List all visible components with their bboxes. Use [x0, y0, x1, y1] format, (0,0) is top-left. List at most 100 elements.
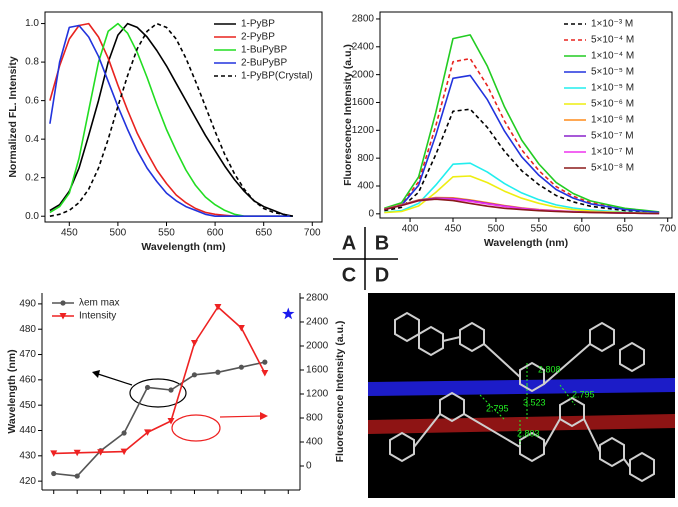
y-tick-label: 2400 — [352, 41, 375, 52]
y-axis-label: Normalized FL. Intensity — [7, 56, 19, 178]
legend-label: 1-BuPyBP — [241, 45, 287, 56]
y-tick-label: 0.4 — [25, 134, 39, 145]
point — [75, 473, 80, 478]
y-tick-label: 450 — [19, 400, 36, 411]
y2-tick-label: 800 — [306, 413, 323, 424]
legend-label: 2-BuPyBP — [241, 58, 287, 69]
point — [282, 308, 294, 320]
y-axis-label: Wavelength (nm) — [6, 349, 18, 433]
legend-label: 5×10⁻⁵ M — [591, 67, 634, 78]
legend-label: 1×10⁻⁵ M — [591, 83, 634, 94]
legend-label: 1×10⁻⁶ M — [591, 115, 634, 126]
legend-label: 1×10⁻⁴ M — [591, 51, 634, 62]
distance-label: 2.803 — [517, 428, 540, 438]
legend-label: 2-PyBP — [241, 32, 275, 43]
x-tick-label: 500 — [488, 224, 505, 235]
y2-tick-label: 1200 — [306, 389, 329, 400]
arrow-head — [92, 370, 100, 378]
y-tick-label: 490 — [19, 299, 36, 310]
y-tick-label: 0.2 — [25, 172, 39, 183]
arrow-head — [260, 412, 268, 420]
panel-label: C — [342, 264, 356, 286]
legend-label: 5×10⁻⁴ M — [591, 35, 634, 46]
y-tick-label: 440 — [19, 425, 36, 436]
x-tick-label: 650 — [616, 224, 633, 235]
point — [238, 325, 245, 332]
legend-label: 1×10⁻⁷ M — [591, 147, 634, 158]
point — [239, 365, 244, 370]
y-tick-label: 2000 — [352, 69, 375, 80]
point — [262, 360, 267, 365]
x-tick-label: 600 — [207, 228, 224, 239]
x-axis-label: Wavelength (nm) — [484, 237, 568, 249]
distance-label: 2.795 — [486, 403, 509, 413]
series-line — [54, 307, 265, 453]
legend-label: 5×10⁻⁶ M — [591, 99, 634, 110]
point — [51, 471, 56, 476]
y-tick-label: 0.0 — [25, 211, 39, 222]
point — [191, 340, 198, 347]
point — [215, 370, 220, 375]
series-line — [384, 75, 659, 212]
x-tick-label: 650 — [255, 228, 272, 239]
x-tick-label: 450 — [61, 228, 78, 239]
y2-tick-label: 2400 — [306, 317, 329, 328]
annotation-arrow — [98, 374, 132, 385]
y2-tick-label: 1600 — [306, 365, 329, 376]
distance-label: 2.808 — [538, 364, 561, 374]
x-tick-label: 600 — [573, 224, 590, 235]
x-axis-label: Wavelength (nm) — [141, 241, 225, 253]
y-tick-label: 400 — [357, 181, 374, 192]
distance-label: 2.795 — [572, 389, 595, 399]
y-tick-label: 1.0 — [25, 18, 39, 29]
y-tick-label: 800 — [357, 153, 374, 164]
y-tick-label: 1600 — [352, 97, 375, 108]
legend-label: 5×10⁻⁷ M — [591, 131, 634, 142]
point — [168, 387, 173, 392]
y-tick-label: 470 — [19, 349, 36, 360]
legend-label: 1-PyBP — [241, 19, 275, 30]
y-tick-label: 1200 — [352, 125, 375, 136]
x-tick-label: 550 — [531, 224, 548, 235]
y-tick-label: 420 — [19, 476, 36, 487]
y2-tick-label: 2000 — [306, 341, 329, 352]
x-tick-label: 700 — [659, 224, 676, 235]
y-tick-label: 0.6 — [25, 95, 39, 106]
legend-label: 5×10⁻⁸ M — [591, 163, 634, 174]
annotation-ellipse — [130, 379, 186, 407]
panel-label: D — [375, 264, 389, 286]
annotation-ellipse — [172, 415, 220, 441]
panel-label: A — [342, 232, 356, 254]
x-tick-label: 550 — [158, 228, 175, 239]
crystal-structure: 2.808 3.523 2.795 2.795 2.803 — [368, 293, 675, 498]
annotation-arrow — [220, 416, 262, 417]
point — [192, 372, 197, 377]
legend-label: λem max — [79, 298, 120, 309]
x-tick-label: 450 — [445, 224, 462, 235]
legend-label: 1-PyBP(Crystal) — [241, 71, 313, 82]
x-tick-label: 500 — [110, 228, 127, 239]
y-tick-label: 430 — [19, 450, 36, 461]
series-group — [54, 307, 265, 476]
y-tick-label: 0.8 — [25, 57, 39, 68]
x-tick-label: 400 — [402, 224, 419, 235]
point — [145, 385, 150, 390]
point — [60, 300, 65, 305]
y-tick-label: 0 — [368, 208, 374, 219]
y2-tick-label: 2800 — [306, 293, 329, 304]
point — [261, 370, 268, 377]
y2-tick-label: 400 — [306, 437, 323, 448]
y-axis-label: Fluorescence Intensity (a.u.) — [342, 44, 354, 186]
distance-label: 3.523 — [523, 397, 546, 407]
panel-label: B — [375, 232, 389, 254]
y2-tick-label: 0 — [306, 461, 312, 472]
figure: A B C D — [0, 0, 678, 502]
legend-label: Intensity — [79, 311, 116, 322]
point — [121, 430, 126, 435]
y2-axis-label: Fluorescence Intensity (a.u.) — [334, 321, 346, 463]
y-tick-label: 480 — [19, 324, 36, 335]
legend-label: 1×10⁻³ M — [591, 19, 633, 30]
y-tick-label: 2800 — [352, 14, 375, 25]
y-tick-label: 460 — [19, 374, 36, 385]
x-tick-label: 700 — [304, 228, 321, 239]
